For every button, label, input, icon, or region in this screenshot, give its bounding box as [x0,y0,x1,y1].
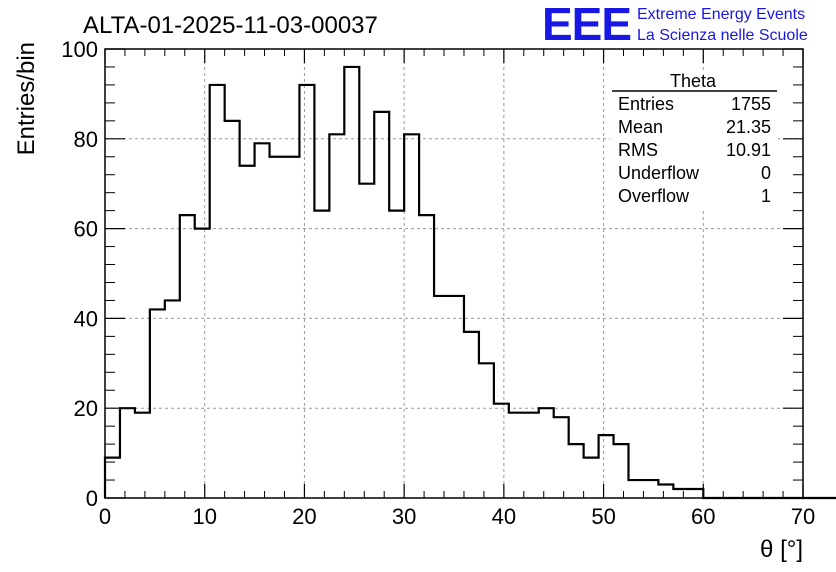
stats-row-value: 1 [761,186,771,206]
y-tick-label: 80 [74,127,98,152]
y-tick-label: 100 [61,37,98,62]
y-tick-label: 40 [74,306,98,331]
histogram-series [103,65,836,500]
x-tick-label: 0 [99,504,111,529]
stats-box-background [610,72,778,210]
x-tick-label: 70 [791,504,815,529]
x-tick-labels: 0 10 20 30 40 50 60 70 [99,504,815,529]
x-tick-label: 10 [192,504,216,529]
y-tick-labels: 0 20 40 60 80 100 [61,37,98,511]
stats-box: Theta Entries 1755 Mean 21.35 RMS 10.91 Underf… [610,71,778,210]
y-axis-label: Entries/bin [13,42,40,155]
y-tick-label: 60 [74,217,98,242]
logo-line-2: La Scienza nelle Scuole [637,27,808,44]
stats-row-label: Overflow [618,186,690,206]
y-tick-label: 20 [74,396,98,421]
x-tick-label: 20 [292,504,316,529]
logo-mark: EEE [542,0,631,50]
stats-row-value: 21.35 [726,117,771,137]
logo-line-1: Extreme Energy Events [637,6,805,23]
plot-frame [104,48,804,499]
chart-title: ALTA-01-2025-11-03-00037 [83,12,378,39]
stats-row-label: Mean [618,117,663,137]
stats-row-value: 0 [761,163,771,183]
stats-row-label: Entries [618,94,674,114]
x-tick-label: 30 [392,504,416,529]
stats-rows: Entries 1755 Mean 21.35 RMS 10.91 Underflow 0 Ov… [618,94,771,206]
stats-row-value: 1755 [731,94,771,114]
stats-row-label: RMS [618,140,658,160]
x-axis-label: θ [°] [760,536,803,563]
x-tick-label: 40 [492,504,516,529]
y-tick-label: 0 [86,486,98,511]
stats-row-value: 10.91 [726,140,771,160]
eee-logo: EEE Extreme Energy Events La Scienza nel… [542,0,808,50]
stats-row-label: Underflow [618,163,700,183]
x-tick-label: 50 [591,504,615,529]
stats-box-title: Theta [670,71,717,91]
x-tick-label: 60 [691,504,715,529]
